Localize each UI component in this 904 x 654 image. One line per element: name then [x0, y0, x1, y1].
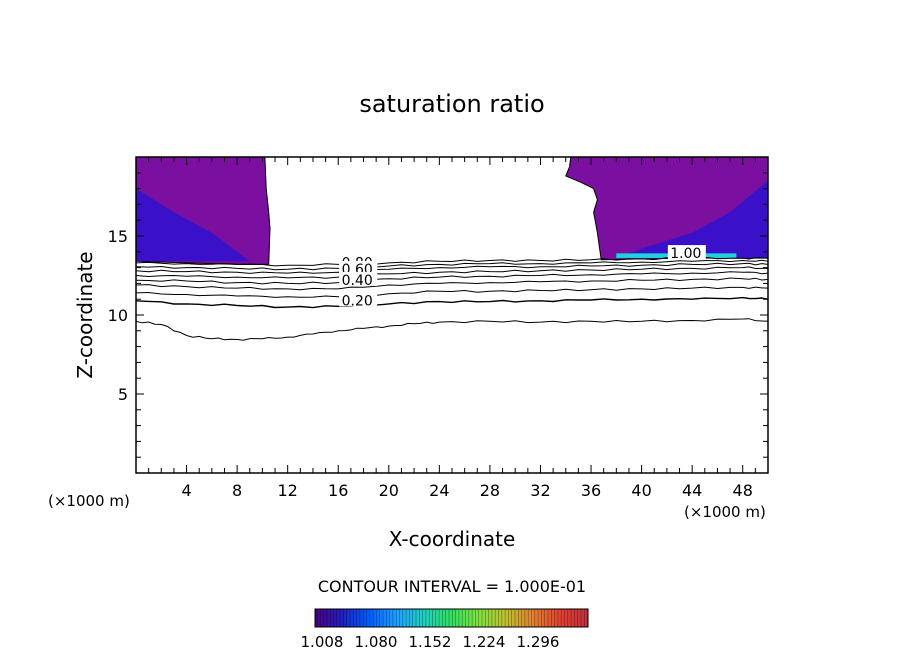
contour-interval-note: CONTOUR INTERVAL = 1.000E-01: [318, 577, 586, 596]
y-tick-label: 10: [108, 306, 128, 325]
colorbar-tick-label: 1.008: [301, 633, 344, 651]
x-unit-left: (×1000 m): [48, 492, 130, 510]
colorbar: 1.008 1.080 1.152 1.224 1.296: [301, 608, 589, 651]
y-axis-ticks: 5 10 15: [108, 172, 768, 458]
x-tick-label: 28: [480, 481, 500, 500]
contour-line-0.3: [136, 286, 768, 298]
contour-line-0.2: [136, 296, 768, 309]
y-tick-label: 5: [118, 385, 128, 404]
colorbar-gradient: [314, 608, 589, 628]
x-tick-label: 20: [379, 481, 399, 500]
contour-label-bg: [339, 292, 378, 307]
contour-lines: [136, 256, 768, 341]
contour-label: 0.20: [342, 294, 373, 310]
x-tick-label: 16: [328, 481, 348, 500]
y-axis-label: Z-coordinate: [73, 251, 97, 378]
x-tick-label: 40: [631, 481, 651, 500]
contour-label: 0.40: [342, 273, 373, 289]
contour-labels: 0.800.600.400.201.00: [339, 245, 706, 310]
colorbar-tick-label: 1.152: [409, 633, 452, 651]
colorbar-tick-label: 1.296: [517, 633, 560, 651]
contour-label-bg: [339, 271, 378, 286]
colorbar-stripes: [316, 609, 588, 627]
x-tick-label: 8: [232, 481, 242, 500]
contour-line-0.4: [136, 277, 768, 291]
contour-line-0.8: [136, 259, 768, 271]
x-tick-label: 48: [733, 481, 753, 500]
chart-title: saturation ratio: [359, 90, 544, 118]
x-tick-label: 24: [429, 481, 449, 500]
contour-label: 1.00: [670, 246, 701, 262]
contour-line-0.5: [136, 271, 768, 285]
x-tick-label: 44: [682, 481, 702, 500]
left-blue-core: [136, 188, 250, 262]
right-blue-core: [616, 180, 768, 259]
x-tick-label: 4: [181, 481, 191, 500]
y-tick-label: 15: [108, 227, 128, 246]
x-tick-label: 36: [581, 481, 601, 500]
x-tick-label: 32: [530, 481, 550, 500]
contour-line-0.1: [136, 318, 768, 341]
x-axis-ticks: 4 8 12 16 20 24 28 32 36 40 44 48: [148, 157, 756, 500]
contour-label-bg: [667, 245, 706, 260]
x-unit-right: (×1000 m): [684, 503, 766, 521]
colorbar-tick-label: 1.224: [463, 633, 506, 651]
contour-line-0.6: [136, 266, 768, 279]
contour-line-0.7: [136, 262, 768, 274]
x-tick-label: 12: [278, 481, 298, 500]
colorbar-tick-label: 1.080: [355, 633, 398, 651]
contour-label-bg: [339, 260, 378, 275]
x-axis-label: X-coordinate: [389, 527, 516, 551]
colorbar-tick-labels: 1.008 1.080 1.152 1.224 1.296: [301, 633, 560, 651]
